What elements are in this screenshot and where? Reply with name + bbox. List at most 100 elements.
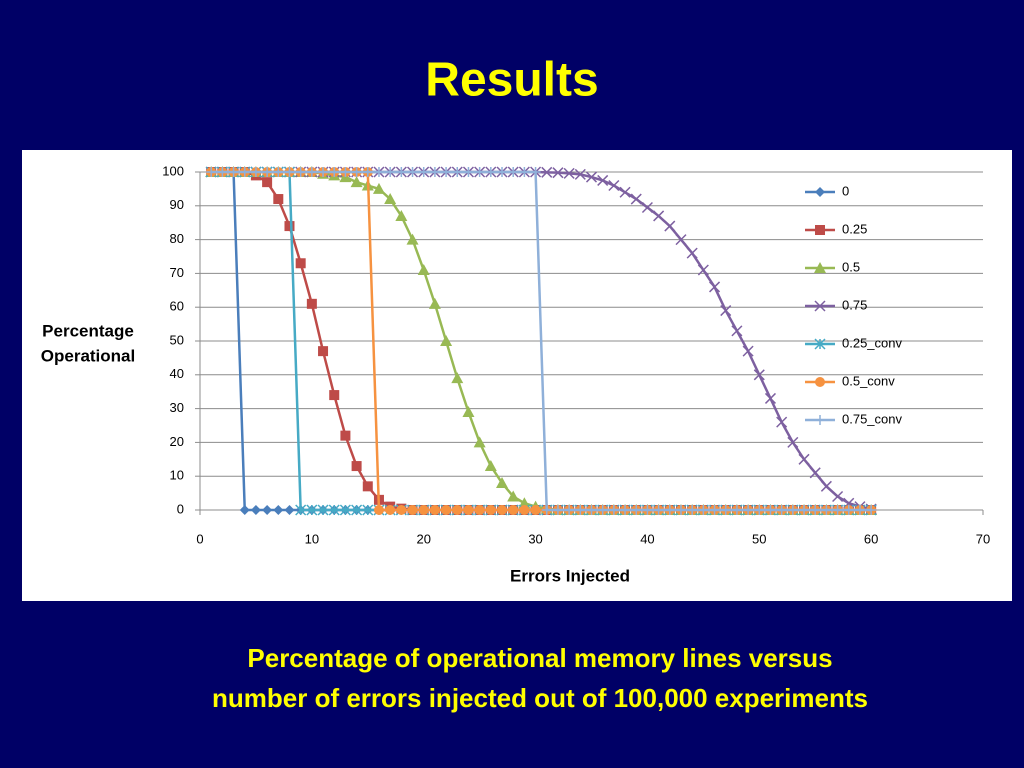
marker: [373, 167, 384, 177]
marker: [642, 505, 653, 515]
marker: [318, 346, 329, 357]
marker: [451, 372, 464, 384]
marker: [664, 505, 675, 515]
marker: [239, 505, 250, 515]
marker: [709, 281, 721, 293]
marker: [339, 504, 351, 516]
marker: [815, 225, 825, 235]
marker: [462, 405, 475, 417]
marker: [340, 430, 351, 441]
marker: [441, 505, 452, 515]
marker: [418, 505, 429, 515]
marker: [530, 167, 541, 177]
marker: [273, 505, 284, 515]
marker: [631, 505, 642, 515]
marker: [764, 392, 777, 404]
marker: [406, 233, 419, 245]
x-tick-label: 30: [528, 531, 542, 546]
marker: [653, 210, 665, 222]
legend-label: 0: [842, 183, 849, 198]
marker: [815, 187, 825, 197]
marker: [519, 505, 530, 515]
x-tick-label: 70: [976, 531, 990, 546]
caption: number of errors injected out of 100,000…: [212, 683, 868, 713]
marker: [776, 416, 788, 428]
y-axis-title: Operational: [41, 346, 135, 365]
marker: [675, 505, 686, 515]
marker: [418, 167, 429, 177]
marker: [396, 167, 407, 177]
caption: Percentage of operational memory lines v…: [247, 643, 832, 673]
marker: [329, 390, 340, 401]
marker: [564, 505, 575, 515]
marker: [362, 167, 373, 177]
marker: [809, 467, 821, 479]
marker: [575, 505, 586, 515]
x-tick-label: 40: [640, 531, 654, 546]
marker: [608, 179, 620, 192]
marker: [284, 167, 295, 177]
x-tick-label: 0: [196, 531, 203, 546]
x-tick-label: 50: [752, 531, 766, 546]
marker: [552, 167, 564, 179]
marker: [428, 297, 441, 309]
marker: [239, 167, 250, 177]
marker: [351, 167, 362, 177]
marker: [284, 505, 295, 515]
marker: [362, 481, 373, 492]
y-tick-label: 0: [177, 501, 184, 516]
legend-label: 0.75: [842, 297, 867, 312]
x-tick-label: 10: [305, 531, 319, 546]
marker: [697, 264, 709, 276]
marker: [518, 497, 531, 509]
marker: [228, 167, 239, 177]
marker: [753, 369, 765, 381]
marker: [262, 167, 273, 177]
marker: [407, 505, 418, 515]
slide-title: Results: [425, 54, 598, 107]
marker: [519, 167, 530, 177]
y-tick-label: 20: [170, 434, 184, 449]
marker: [372, 182, 385, 194]
y-tick-label: 10: [170, 468, 184, 483]
marker: [306, 298, 317, 309]
marker: [407, 167, 418, 177]
y-tick-label: 30: [170, 400, 184, 415]
marker: [620, 505, 631, 515]
marker: [295, 258, 306, 269]
marker: [463, 167, 474, 177]
marker: [810, 505, 821, 515]
marker: [362, 504, 374, 516]
marker: [441, 167, 452, 177]
y-tick-label: 70: [170, 265, 184, 280]
marker: [395, 209, 408, 221]
marker: [552, 505, 563, 515]
marker: [429, 167, 440, 177]
marker: [262, 505, 273, 515]
marker: [306, 167, 317, 177]
marker: [686, 247, 698, 259]
marker: [452, 505, 463, 515]
marker: [815, 415, 825, 425]
marker: [250, 167, 261, 177]
marker: [574, 168, 586, 180]
marker: [295, 504, 307, 516]
y-tick-label: 100: [162, 163, 184, 178]
x-tick-label: 60: [864, 531, 878, 546]
marker: [273, 167, 284, 177]
marker: [507, 490, 520, 502]
y-tick-label: 40: [170, 366, 184, 381]
y-tick-label: 90: [170, 197, 184, 212]
x-axis-title: Errors Injected: [510, 566, 630, 585]
marker: [832, 490, 844, 503]
marker: [473, 436, 486, 448]
y-tick-label: 50: [170, 332, 184, 347]
marker: [743, 505, 754, 515]
marker: [250, 505, 261, 515]
marker: [619, 186, 631, 198]
marker: [720, 305, 732, 317]
marker: [329, 167, 340, 177]
marker: [530, 505, 541, 515]
marker: [385, 505, 396, 515]
